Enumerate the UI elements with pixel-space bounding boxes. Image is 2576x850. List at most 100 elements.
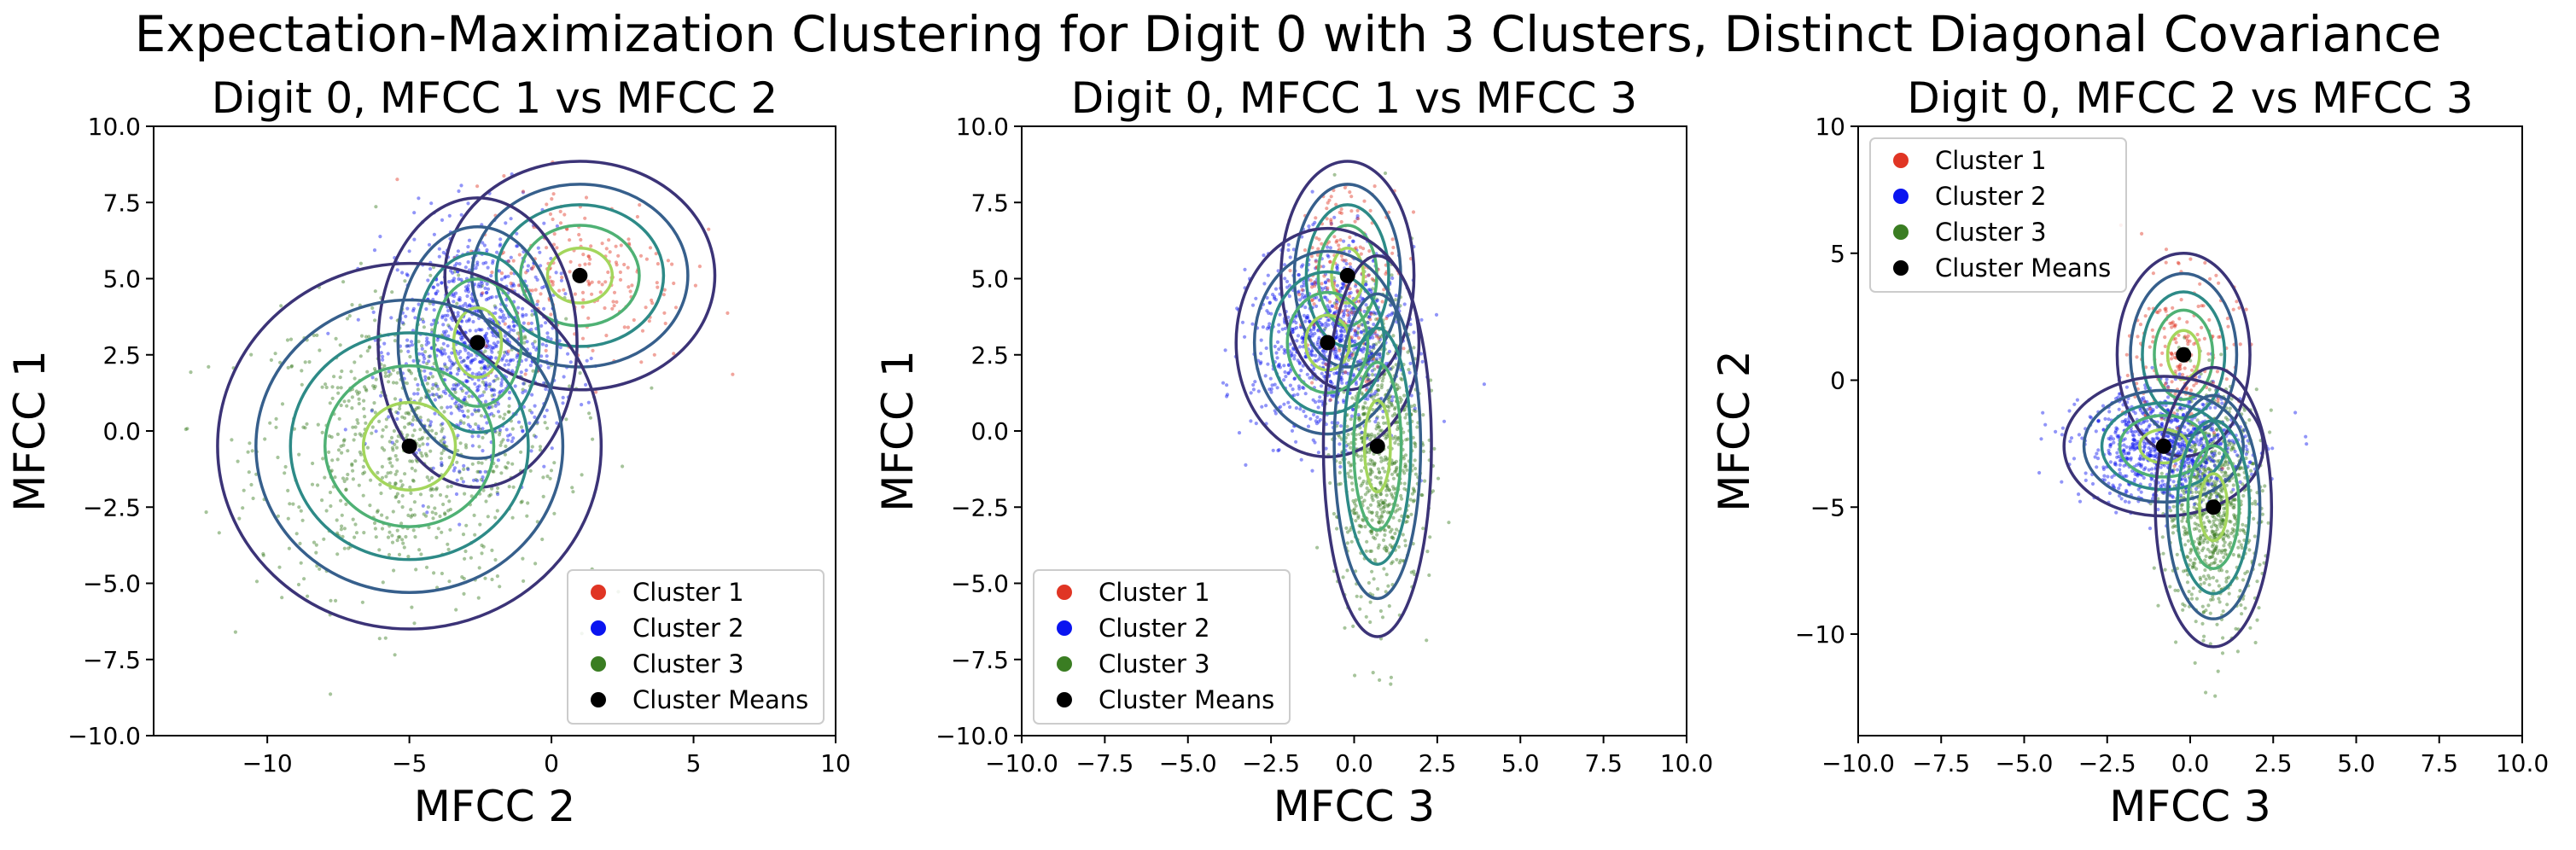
scatter-point bbox=[2124, 445, 2129, 449]
scatter-point bbox=[1308, 376, 1312, 380]
scatter-point bbox=[1372, 346, 1376, 351]
scatter-point bbox=[1265, 309, 1269, 313]
scatter-point bbox=[1379, 386, 1384, 390]
scatter-point bbox=[1384, 590, 1388, 594]
scatter-point bbox=[498, 433, 502, 437]
scatter-point bbox=[446, 405, 450, 410]
scatter-point bbox=[2182, 496, 2186, 500]
scatter-point bbox=[1312, 302, 1316, 306]
scatter-point bbox=[427, 341, 431, 345]
scatter-point bbox=[326, 331, 330, 335]
scatter-point bbox=[335, 518, 339, 522]
scatter-point bbox=[470, 358, 475, 363]
scatter-point bbox=[586, 400, 591, 405]
scatter-point bbox=[1275, 340, 1280, 344]
scatter-point bbox=[2120, 419, 2124, 424]
scatter-point bbox=[1395, 557, 1399, 562]
scatter-point bbox=[1397, 386, 1402, 390]
scatter-point bbox=[2142, 445, 2147, 449]
scatter-point bbox=[1391, 476, 1396, 480]
scatter-point bbox=[2304, 434, 2308, 439]
scatter-point bbox=[2217, 514, 2221, 518]
scatter-point bbox=[626, 265, 630, 270]
scatter-point bbox=[1335, 283, 1339, 288]
scatter-point bbox=[1326, 318, 1330, 323]
scatter-point bbox=[1402, 430, 1406, 434]
scatter-point bbox=[386, 471, 390, 475]
scatter-point bbox=[1356, 514, 1361, 518]
scatter-point bbox=[449, 327, 453, 331]
scatter-point bbox=[2213, 548, 2218, 552]
x-tick-label: −10.0 bbox=[985, 749, 1058, 777]
scatter-point bbox=[1253, 380, 1257, 384]
scatter-point bbox=[1297, 360, 1302, 364]
scatter-point bbox=[469, 556, 474, 560]
y-tick-label: 7.5 bbox=[102, 189, 141, 217]
scatter-point bbox=[2193, 442, 2197, 446]
scatter-point bbox=[2173, 516, 2177, 521]
scatter-point bbox=[2262, 561, 2266, 565]
scatter-point bbox=[467, 394, 471, 399]
scatter-point bbox=[2196, 473, 2201, 477]
scatter-point bbox=[542, 284, 546, 288]
scatter-point bbox=[440, 405, 444, 410]
scatter-point bbox=[2167, 493, 2172, 498]
scatter-point bbox=[1372, 311, 1376, 315]
scatter-point bbox=[1259, 352, 1263, 356]
scatter-point bbox=[2160, 535, 2165, 539]
scatter-point bbox=[495, 509, 499, 513]
scatter-point bbox=[2212, 463, 2217, 468]
scatter-point bbox=[361, 464, 365, 469]
scatter-point bbox=[1387, 405, 1391, 410]
y-axis-label: MFCC 1 bbox=[873, 350, 923, 511]
scatter-point bbox=[454, 261, 459, 265]
scatter-point bbox=[492, 379, 496, 383]
scatter-point bbox=[429, 493, 434, 498]
scatter-point bbox=[464, 319, 469, 323]
scatter-point bbox=[1349, 475, 1354, 480]
scatter-point bbox=[1387, 398, 1391, 402]
scatter-point bbox=[407, 249, 411, 253]
scatter-point bbox=[364, 388, 369, 393]
scatter-point bbox=[2236, 545, 2241, 550]
scatter-point bbox=[1359, 469, 1363, 474]
scatter-point bbox=[1423, 479, 1427, 483]
scatter-point bbox=[2187, 590, 2191, 594]
scatter-point bbox=[526, 501, 530, 505]
scatter-point bbox=[444, 317, 448, 322]
scatter-point bbox=[434, 535, 439, 540]
scatter-point bbox=[2245, 569, 2250, 574]
scatter-point bbox=[1378, 428, 1383, 433]
contour-ellipse bbox=[1352, 360, 1403, 532]
scatter-point bbox=[276, 455, 280, 460]
scatter-point bbox=[483, 349, 487, 353]
scatter-point bbox=[2189, 592, 2194, 597]
scatter-point bbox=[555, 246, 559, 250]
scatter-point bbox=[2205, 458, 2209, 463]
scatter-point bbox=[1300, 292, 1304, 296]
scatter-point bbox=[397, 552, 402, 557]
scatter-point bbox=[1387, 349, 1392, 353]
scatter-point bbox=[446, 309, 451, 313]
scatter-point bbox=[495, 574, 500, 579]
scatter-point bbox=[1358, 607, 1362, 611]
scatter-point bbox=[2212, 589, 2216, 593]
scatter-point bbox=[1371, 498, 1375, 503]
scatter-point bbox=[533, 434, 538, 439]
scatter-point bbox=[565, 227, 569, 231]
scatter-point bbox=[561, 395, 565, 399]
scatter-point bbox=[406, 555, 411, 559]
scatter-point bbox=[1335, 353, 1339, 358]
scatter-point bbox=[2168, 492, 2172, 497]
scatter-point bbox=[2165, 381, 2169, 385]
scatter-point bbox=[2205, 515, 2209, 520]
scatter-point bbox=[410, 343, 415, 347]
scatter-point bbox=[468, 304, 472, 308]
scatter-point bbox=[1347, 313, 1351, 317]
scatter-point bbox=[1338, 442, 1342, 446]
scatter-point bbox=[1377, 515, 1381, 520]
scatter-point bbox=[303, 426, 307, 430]
scatter-point bbox=[491, 346, 495, 350]
scatter-point bbox=[497, 269, 502, 273]
scatter-point bbox=[382, 341, 387, 346]
